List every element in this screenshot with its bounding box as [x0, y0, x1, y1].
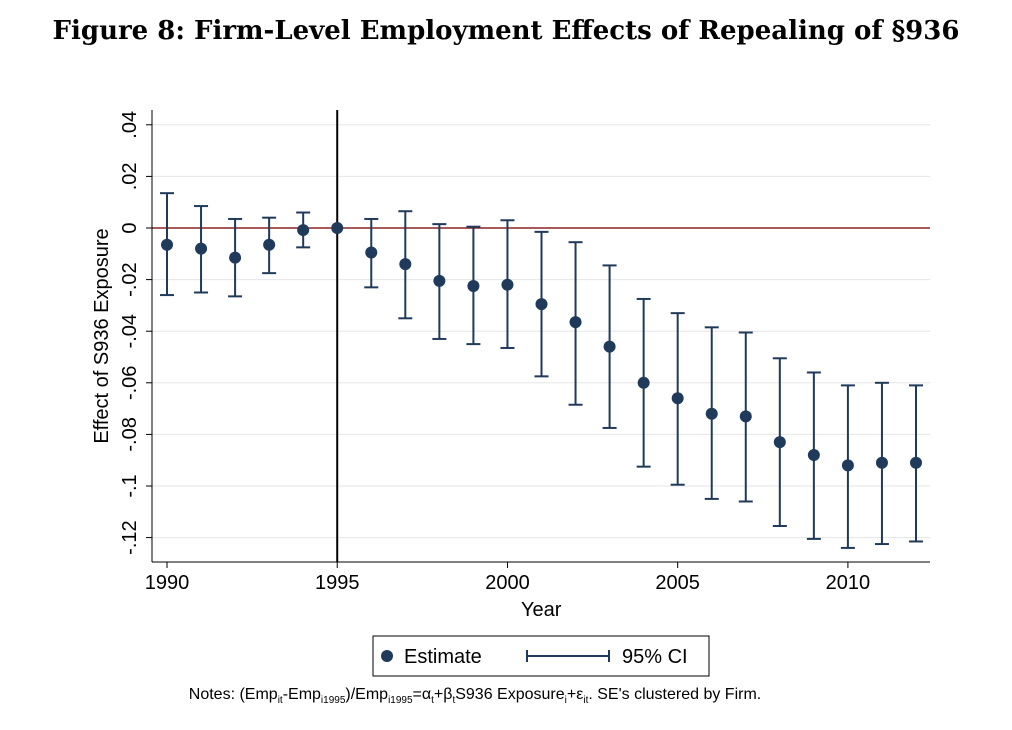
estimate-point [433, 274, 446, 287]
estimate-point [637, 376, 650, 389]
estimate-point [399, 258, 412, 271]
chart-title: Figure 8: Firm-Level Employment Effects … [52, 16, 960, 46]
y-tick-label: -.02 [119, 262, 141, 296]
estimate-point [705, 407, 718, 420]
y-tick-label: .02 [119, 162, 141, 190]
y-axis-label: Effect of S936 Exposure [91, 228, 113, 443]
legend-estimate-label: Estimate [404, 646, 482, 668]
estimate-point [910, 456, 922, 469]
estimate-point [875, 456, 888, 469]
estimate-point [501, 278, 514, 291]
legend: Estimate 95% CI [372, 635, 710, 677]
estimate-point [161, 238, 173, 251]
estimate-point [569, 316, 582, 329]
x-axis-label: Year [521, 599, 562, 621]
y-tick-label: -.1 [119, 474, 141, 497]
y-tick-label: -.12 [119, 520, 141, 554]
legend-estimate-marker [381, 650, 393, 662]
estimate-point [297, 224, 310, 237]
legend-ci-marker [526, 650, 610, 662]
x-tick-label: 2005 [655, 572, 700, 594]
estimate-point [773, 436, 786, 449]
points-layer [161, 222, 922, 472]
estimate-point [603, 340, 616, 353]
estimate-point [263, 238, 276, 251]
estimate-point [195, 242, 208, 255]
y-tick-label: .04 [119, 111, 141, 139]
notes: Notes: (Empit-Empi1995)/Empi1995=αt+βtS9… [188, 686, 762, 707]
x-tick-label: 1990 [145, 572, 190, 594]
y-tick-label: -.04 [119, 314, 141, 348]
y-tick-label: -.06 [119, 366, 141, 400]
legend-ci-label: 95% CI [622, 646, 688, 668]
estimate-point [841, 459, 854, 472]
estimate-point [229, 251, 242, 264]
estimate-point [331, 222, 344, 234]
y-tick-label: 0 [119, 222, 141, 233]
x-tick-label: 2010 [826, 572, 871, 594]
estimate-point [739, 410, 752, 423]
estimate-point [365, 246, 378, 259]
estimate-point [535, 298, 548, 311]
reference-lines [152, 110, 930, 562]
estimate-point [671, 392, 684, 405]
x-tick-label: 2000 [485, 572, 530, 594]
estimate-point [807, 449, 820, 462]
estimate-point [467, 280, 480, 293]
y-tick-label: -.08 [119, 417, 141, 451]
legend-box [372, 635, 710, 677]
x-tick-label: 1995 [315, 572, 360, 594]
